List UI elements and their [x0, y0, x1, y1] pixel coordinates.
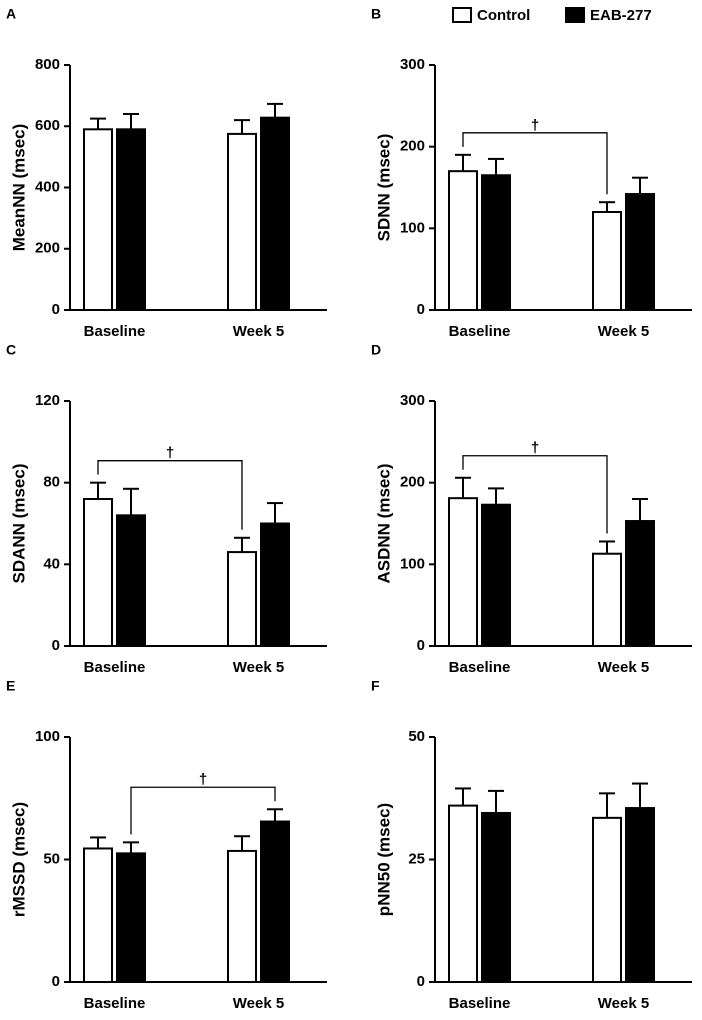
bar [83, 128, 113, 311]
y-tick-label: 600 [35, 117, 60, 134]
x-tick-label: Baseline [84, 659, 146, 676]
significance-mark: † [531, 440, 539, 457]
x-tick-label: Week 5 [233, 659, 284, 676]
y-tick-label: 40 [43, 555, 60, 572]
significance-bracket [97, 460, 243, 530]
bar [83, 847, 113, 983]
y-tick-label: 100 [400, 219, 425, 236]
panel-label: B [371, 6, 381, 22]
x-tick-label: Baseline [449, 995, 511, 1012]
legend-label: EAB-277 [590, 7, 652, 24]
y-axis-title: SDNN (msec) [374, 134, 393, 242]
y-tick-label: 200 [400, 138, 425, 155]
bar [625, 807, 655, 983]
panel-label: C [6, 342, 16, 358]
x-tick-label: Week 5 [598, 995, 649, 1012]
y-axis-title: rMSSD (msec) [9, 802, 28, 917]
bar [448, 170, 478, 311]
panel: B SDNN (msec) 0 100 200 300 Baseline Week 5 † Con… [371, 6, 692, 340]
y-tick-label: 0 [52, 301, 60, 318]
legend-swatch [565, 7, 585, 23]
y-axis-title: SDANN (msec) [9, 464, 28, 584]
panel: A MeanNN (msec) 0 200 400 600 800 Baseline Week … [6, 6, 327, 340]
y-tick-label: 300 [400, 392, 425, 409]
y-tick-label: 50 [43, 850, 60, 867]
panel-label: E [6, 678, 15, 694]
y-tick-label: 0 [417, 637, 425, 654]
bar [625, 193, 655, 312]
significance-bracket [130, 786, 276, 835]
bar [83, 498, 113, 647]
bar [481, 503, 511, 647]
bar [448, 804, 478, 983]
bar [260, 820, 290, 983]
bar [116, 128, 146, 311]
significance-bracket [462, 132, 608, 195]
bar [116, 514, 146, 647]
y-tick-label: 25 [408, 850, 425, 867]
y-tick-label: 80 [43, 474, 60, 491]
legend-label: Control [477, 7, 530, 24]
y-tick-label: 200 [35, 240, 60, 257]
x-tick-label: Baseline [84, 323, 146, 340]
significance-mark: † [531, 117, 539, 134]
y-axis-title: pNN50 (msec) [374, 803, 393, 916]
bar [481, 811, 511, 983]
significance-mark: † [199, 771, 207, 788]
bar [227, 849, 257, 983]
x-tick-label: Week 5 [233, 995, 284, 1012]
bar [260, 522, 290, 647]
y-tick-label: 0 [52, 637, 60, 654]
significance-mark: † [166, 445, 174, 462]
x-tick-label: Baseline [84, 995, 146, 1012]
panel-label: F [371, 678, 380, 694]
bar [481, 174, 511, 311]
panel-label: A [6, 6, 16, 22]
bar [227, 132, 257, 311]
bar [260, 116, 290, 311]
x-tick-label: Week 5 [598, 323, 649, 340]
y-tick-label: 100 [400, 555, 425, 572]
y-tick-label: 0 [52, 973, 60, 990]
bar [592, 816, 622, 983]
panel: C SDANN (msec) 0 40 80 120 Baseline Week 5 † [6, 342, 327, 676]
y-tick-label: 200 [400, 474, 425, 491]
y-tick-label: 300 [400, 56, 425, 73]
y-axis-title: MeanNN (msec) [9, 124, 28, 252]
panel: D ASDNN (msec) 0 100 200 300 Baseline Week 5 † [371, 342, 692, 676]
bar [592, 211, 622, 311]
x-tick-label: Week 5 [233, 323, 284, 340]
significance-bracket [462, 455, 608, 534]
y-tick-label: 120 [35, 392, 60, 409]
x-tick-label: Baseline [449, 659, 511, 676]
bar [116, 852, 146, 983]
bar [227, 551, 257, 647]
y-tick-label: 800 [35, 56, 60, 73]
y-axis-title: ASDNN (msec) [374, 464, 393, 584]
y-tick-label: 50 [408, 728, 425, 745]
y-tick-label: 0 [417, 973, 425, 990]
bar [625, 520, 655, 647]
y-tick-label: 400 [35, 178, 60, 195]
bar [592, 552, 622, 647]
bar [448, 497, 478, 647]
panel-label: D [371, 342, 381, 358]
legend-swatch [452, 7, 472, 23]
y-tick-label: 0 [417, 301, 425, 318]
x-tick-label: Week 5 [598, 659, 649, 676]
y-tick-label: 100 [35, 728, 60, 745]
x-tick-label: Baseline [449, 323, 511, 340]
